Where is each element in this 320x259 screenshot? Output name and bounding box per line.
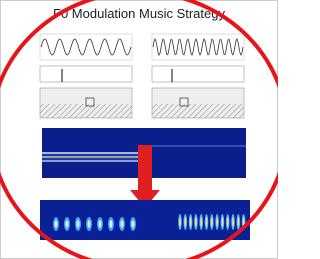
- pulse-core: [222, 217, 224, 227]
- pulse-core: [179, 217, 181, 227]
- pulse-core: [121, 220, 124, 228]
- pulse-core: [206, 217, 208, 227]
- pulse-core: [55, 220, 58, 228]
- hatched-area: [152, 104, 244, 118]
- pulse-core: [88, 220, 91, 228]
- figure: F0 Modulation Music Strategy: [0, 0, 278, 259]
- figure-title: F0 Modulation Music Strategy: [53, 6, 225, 21]
- pulse-core: [237, 217, 239, 227]
- pulse-core: [200, 217, 202, 227]
- pulse-core: [211, 217, 213, 227]
- pulse-core: [110, 220, 113, 228]
- pulse-core: [99, 220, 102, 228]
- pulse-core: [216, 217, 218, 227]
- pulse-core: [227, 217, 229, 227]
- pulse-core: [190, 217, 192, 227]
- pulse-core: [132, 220, 135, 228]
- pulse-core: [232, 217, 234, 227]
- pulse-core: [184, 217, 186, 227]
- pulse-core: [66, 220, 69, 228]
- pulse-core: [195, 217, 197, 227]
- pulse-core: [77, 220, 80, 228]
